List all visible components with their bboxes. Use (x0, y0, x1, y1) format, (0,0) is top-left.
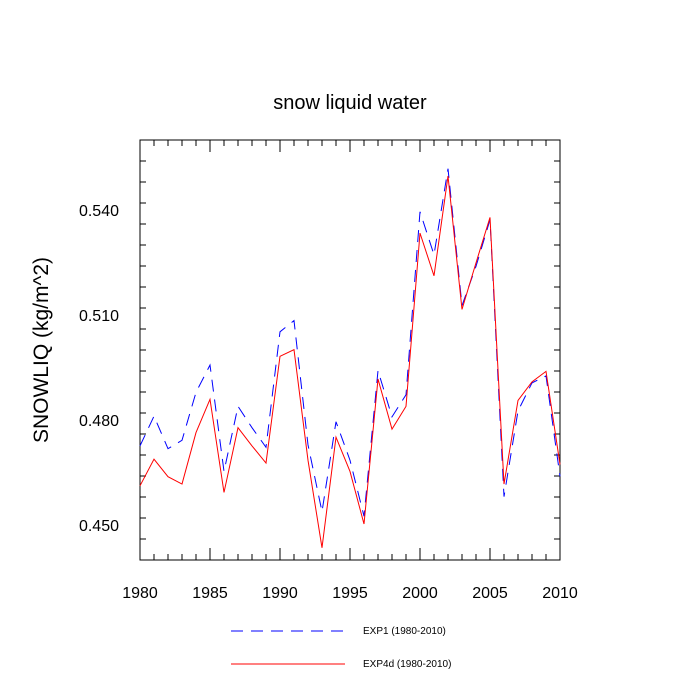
y-axis-label: SNOWLIQ (kg/m^2) (30, 257, 53, 443)
y-tick-label: 0.480 (79, 413, 119, 430)
x-tick-label: 2000 (402, 585, 438, 602)
legend-label-exp4d: EXP4d (1980-2010) (363, 659, 451, 670)
legend: EXP1 (1980-2010) EXP4d (1980-2010) (231, 626, 451, 670)
series-lines (139, 168, 561, 548)
x-tick-label: 2005 (472, 585, 508, 602)
y-tick-label: 0.510 (79, 308, 119, 325)
y-tick-label: 0.540 (79, 203, 119, 220)
series-line-exp4d (139, 175, 561, 548)
chart-title: snow liquid water (273, 92, 427, 114)
axis-tick-labels: 1980 1985 1990 1995 2000 2005 2010 0.450 0.480 0.… (79, 203, 578, 602)
x-tick-label: 2010 (542, 585, 578, 602)
x-tick-label: 1985 (192, 585, 228, 602)
legend-label-exp1: EXP1 (1980-2010) (363, 626, 446, 637)
y-tick-label: 0.450 (79, 518, 119, 535)
x-tick-label: 1995 (332, 585, 368, 602)
x-tick-label: 1980 (122, 585, 158, 602)
x-tick-label: 1990 (262, 585, 298, 602)
